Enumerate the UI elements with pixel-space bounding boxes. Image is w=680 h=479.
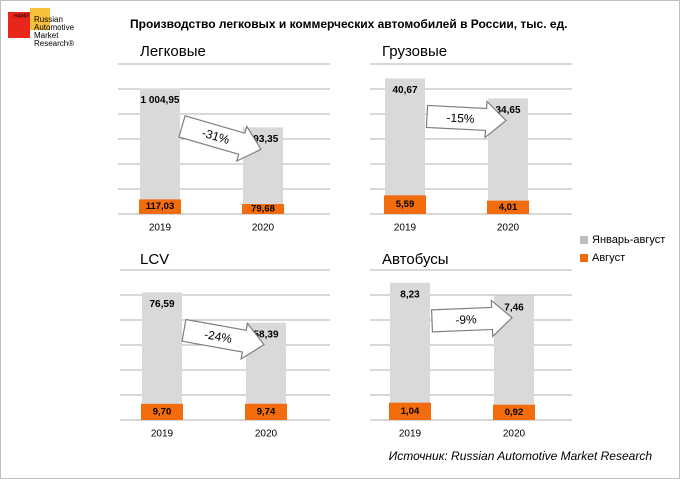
- bar-period: [142, 292, 182, 420]
- arrow-label: -9%: [455, 312, 477, 327]
- bar-august: [242, 204, 284, 214]
- value-label: 34,65: [495, 105, 520, 116]
- x-tick-label: 2020: [255, 429, 278, 440]
- change-arrow: -15%: [425, 100, 507, 139]
- bar-august: [389, 402, 431, 420]
- arrow-shape: [430, 299, 513, 338]
- value-label: 1,04: [401, 406, 420, 417]
- value-label: 58,39: [253, 329, 278, 340]
- bar-period: [390, 282, 430, 420]
- value-label: 693,35: [248, 134, 279, 145]
- value-label: 76,59: [149, 299, 174, 310]
- bar-period: [140, 88, 180, 214]
- x-tick-label: 2019: [399, 429, 422, 440]
- arrow-shape: [178, 115, 262, 163]
- legend-label: Август: [592, 252, 625, 264]
- source: Источник: Russian Automotive Market Rese…: [389, 449, 653, 463]
- value-label: 5,59: [396, 199, 415, 210]
- value-label: 117,03: [146, 201, 175, 212]
- bar-august: [141, 403, 183, 420]
- bar-august: [139, 199, 181, 214]
- value-label: 40,67: [392, 85, 417, 96]
- x-tick-label: 2020: [503, 429, 526, 440]
- value-label: 1 004,95: [141, 95, 180, 106]
- value-label: 9,70: [153, 406, 172, 417]
- logo-line: Research®: [34, 39, 74, 48]
- panel-title: Легковые: [140, 43, 206, 60]
- logo-yellow: [30, 8, 50, 30]
- legend-swatch: [580, 254, 588, 262]
- legend-swatch: [580, 236, 588, 244]
- change-arrow: -9%: [430, 299, 513, 338]
- arrow-shape: [425, 100, 507, 139]
- main-title: Производство легковых и коммерческих авт…: [130, 17, 568, 31]
- value-label: 4,01: [499, 202, 518, 213]
- change-arrow: -31%: [178, 115, 262, 163]
- value-label: 9,74: [257, 406, 276, 417]
- bar-period: [385, 78, 425, 214]
- arrow-shape: [181, 318, 265, 361]
- panel-title: Грузовые: [382, 43, 447, 60]
- logo-line: Automotive: [34, 23, 75, 32]
- x-tick-label: 2020: [252, 223, 275, 234]
- panel-title: LCV: [140, 251, 169, 268]
- value-label: 8,23: [400, 289, 420, 300]
- bar-august: [487, 200, 529, 214]
- logo-red: [8, 12, 30, 38]
- arrow-label: -15%: [446, 111, 475, 126]
- x-tick-label: 2019: [151, 429, 174, 440]
- bar-august: [493, 404, 535, 420]
- bar-august: [245, 403, 287, 420]
- logo-line: Russian: [34, 15, 63, 24]
- change-arrow: -24%: [181, 318, 265, 361]
- value-label: 0,92: [505, 407, 524, 418]
- bar-august: [384, 195, 426, 214]
- x-tick-label: 2019: [394, 223, 417, 234]
- logo-abbr: НАМИ: [14, 13, 29, 19]
- x-tick-label: 2020: [497, 223, 520, 234]
- panel-title: Автобусы: [382, 251, 449, 268]
- logo-line: Market: [34, 31, 59, 40]
- value-label: 79,68: [251, 204, 275, 215]
- legend-label: Январь-август: [592, 234, 665, 246]
- x-tick-label: 2019: [149, 223, 172, 234]
- arrow-label: -24%: [203, 327, 233, 346]
- value-label: 7,46: [504, 302, 524, 313]
